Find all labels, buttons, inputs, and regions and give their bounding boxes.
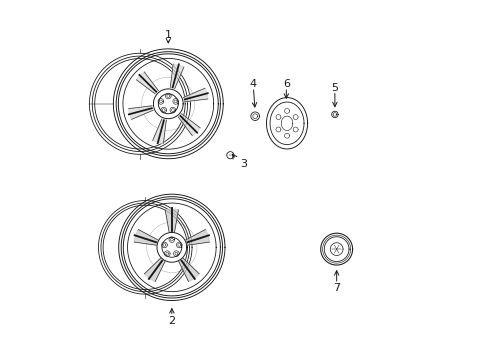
- Text: 1: 1: [164, 30, 171, 40]
- Polygon shape: [136, 72, 158, 94]
- Polygon shape: [178, 114, 200, 136]
- Polygon shape: [134, 229, 158, 245]
- Text: 4: 4: [249, 79, 256, 89]
- Polygon shape: [170, 64, 183, 89]
- Polygon shape: [178, 258, 199, 282]
- Polygon shape: [144, 258, 164, 282]
- Polygon shape: [185, 229, 209, 245]
- Text: 2: 2: [168, 316, 175, 326]
- Text: 7: 7: [332, 283, 340, 293]
- Polygon shape: [128, 106, 153, 120]
- Text: 5: 5: [331, 83, 338, 93]
- Polygon shape: [165, 209, 178, 232]
- Polygon shape: [152, 119, 166, 143]
- Text: 3: 3: [240, 159, 247, 169]
- Polygon shape: [183, 88, 207, 102]
- Text: 6: 6: [282, 79, 289, 89]
